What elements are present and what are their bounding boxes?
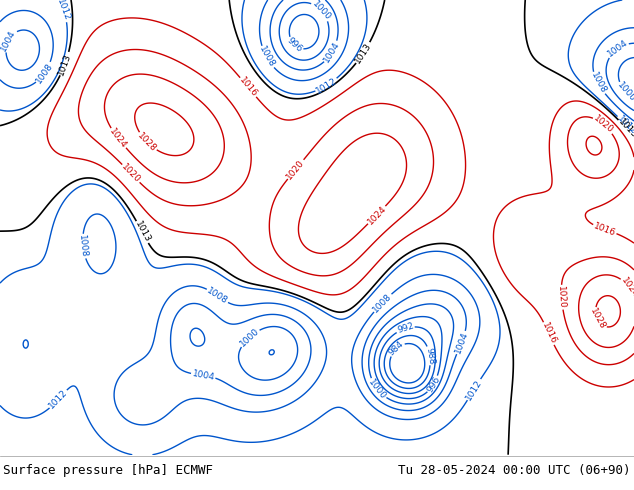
Text: 1020: 1020 <box>120 162 142 185</box>
Text: 984: 984 <box>387 340 406 358</box>
Text: 1016: 1016 <box>540 321 558 346</box>
Text: 992: 992 <box>396 321 415 335</box>
Text: 1008: 1008 <box>589 71 607 96</box>
Text: 1000: 1000 <box>366 377 388 401</box>
Text: 996: 996 <box>285 36 304 54</box>
Text: 1012: 1012 <box>55 0 72 23</box>
Text: 1013: 1013 <box>616 118 634 141</box>
Text: 1024: 1024 <box>619 276 634 300</box>
Text: 1008: 1008 <box>77 234 89 258</box>
Text: 1028: 1028 <box>136 131 158 153</box>
Text: 1020: 1020 <box>592 114 615 135</box>
Text: 1000: 1000 <box>238 326 261 348</box>
Text: 1004: 1004 <box>0 28 18 52</box>
Text: 1020: 1020 <box>557 286 567 309</box>
Text: 1020: 1020 <box>285 158 306 181</box>
Text: 1008: 1008 <box>371 292 394 314</box>
Text: 1000: 1000 <box>311 0 333 22</box>
Text: 1013: 1013 <box>133 220 152 245</box>
Text: 1004: 1004 <box>453 330 470 355</box>
Text: 1008: 1008 <box>257 45 276 70</box>
Text: 1012: 1012 <box>48 388 70 411</box>
Text: 1012: 1012 <box>615 114 634 137</box>
Text: 1012: 1012 <box>464 377 484 402</box>
Text: 1016: 1016 <box>592 221 617 238</box>
Text: Surface pressure [hPa] ECMWF: Surface pressure [hPa] ECMWF <box>3 464 213 477</box>
Text: 988: 988 <box>424 346 436 365</box>
Text: 1000: 1000 <box>615 81 634 104</box>
Text: 1008: 1008 <box>205 286 230 306</box>
Text: 1013: 1013 <box>353 41 373 65</box>
Text: 1024: 1024 <box>108 126 129 150</box>
Text: 1004: 1004 <box>605 38 630 59</box>
Text: 1016: 1016 <box>237 75 259 99</box>
Text: 1004: 1004 <box>322 40 342 64</box>
Text: 1004: 1004 <box>191 369 216 382</box>
Text: Tu 28-05-2024 00:00 UTC (06+90): Tu 28-05-2024 00:00 UTC (06+90) <box>398 464 631 477</box>
Text: 1013: 1013 <box>57 51 73 76</box>
Text: 1012: 1012 <box>314 76 339 95</box>
Text: 1008: 1008 <box>34 61 55 85</box>
Text: 996: 996 <box>425 375 442 394</box>
Text: 1028: 1028 <box>588 307 607 331</box>
Text: 1024: 1024 <box>366 204 388 226</box>
